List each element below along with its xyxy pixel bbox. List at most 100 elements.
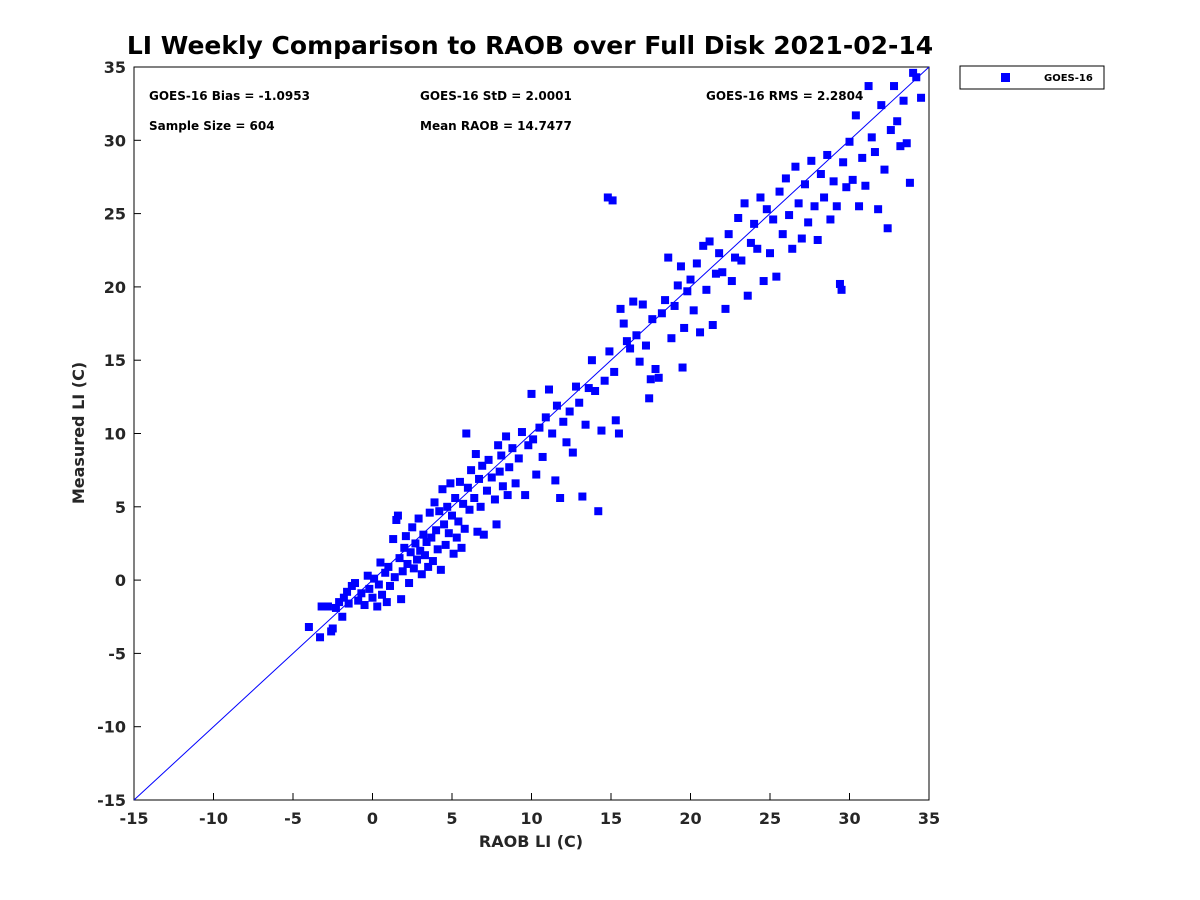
data-point — [316, 633, 325, 642]
data-point — [503, 491, 512, 500]
data-point — [794, 199, 803, 208]
data-point — [772, 272, 781, 281]
data-point — [832, 202, 841, 211]
data-point — [661, 296, 670, 305]
data-point — [476, 502, 485, 511]
data-point — [890, 82, 899, 91]
data-point — [368, 593, 377, 602]
data-point — [343, 587, 352, 596]
data-point — [351, 579, 360, 588]
data-point — [756, 193, 765, 202]
data-point — [886, 126, 895, 135]
x-tick-label: 20 — [679, 809, 701, 828]
data-point — [435, 507, 444, 516]
data-point — [816, 170, 825, 179]
data-point — [444, 529, 453, 538]
data-point — [616, 304, 625, 313]
data-point — [737, 256, 746, 265]
data-point — [544, 385, 553, 394]
data-point — [392, 515, 401, 524]
data-point — [505, 463, 514, 472]
x-tick-label: 0 — [367, 809, 378, 828]
data-point — [365, 584, 374, 593]
data-point — [419, 530, 428, 539]
data-point — [551, 476, 560, 485]
data-point — [454, 517, 463, 526]
data-point — [424, 562, 433, 571]
data-point — [670, 301, 679, 310]
data-point — [400, 543, 409, 552]
x-axis-label: RAOB LI (C) — [479, 832, 583, 851]
data-point — [797, 234, 806, 243]
data-point — [791, 162, 800, 171]
data-point — [899, 96, 908, 105]
data-point — [524, 441, 533, 450]
data-point — [508, 444, 517, 453]
data-point — [487, 473, 496, 482]
data-point — [443, 502, 452, 511]
data-point — [376, 558, 385, 567]
data-point — [568, 448, 577, 457]
data-point — [452, 533, 461, 542]
data-point — [495, 467, 504, 476]
data-point — [683, 287, 692, 296]
y-tick-label: 10 — [104, 425, 126, 444]
data-point — [605, 347, 614, 356]
data-point — [409, 564, 418, 573]
data-point — [470, 494, 479, 503]
data-point — [440, 520, 449, 529]
data-point — [401, 532, 410, 541]
data-point — [676, 262, 685, 271]
y-tick-label: 20 — [104, 278, 126, 297]
data-point — [667, 334, 676, 343]
y-tick-label: -15 — [97, 791, 126, 810]
data-point — [541, 413, 550, 422]
data-point — [413, 555, 422, 564]
data-point — [502, 432, 511, 441]
data-point — [552, 401, 561, 410]
data-point — [837, 285, 846, 294]
data-point — [416, 546, 425, 555]
x-tick-label: -5 — [284, 809, 302, 828]
data-point — [482, 486, 491, 495]
data-point — [896, 142, 905, 151]
data-point — [370, 574, 379, 583]
data-point — [626, 344, 635, 353]
y-tick-label: 30 — [104, 131, 126, 150]
data-point — [762, 205, 771, 214]
data-point — [877, 101, 886, 110]
data-point — [475, 474, 484, 483]
data-point — [517, 428, 526, 437]
data-point — [441, 540, 450, 549]
x-tick-label: 15 — [600, 809, 622, 828]
data-point — [734, 213, 743, 222]
data-point — [858, 153, 867, 162]
data-point — [638, 300, 647, 309]
data-point — [328, 624, 337, 633]
data-point — [823, 150, 832, 159]
data-point — [457, 543, 466, 552]
data-point — [535, 423, 544, 432]
data-point — [611, 416, 620, 425]
data-point — [864, 82, 873, 91]
data-point — [753, 244, 762, 253]
data-point — [478, 461, 487, 470]
data-point — [902, 139, 911, 148]
data-point — [514, 454, 523, 463]
data-point — [390, 573, 399, 582]
data-point — [455, 477, 464, 486]
x-tick-label: 30 — [838, 809, 860, 828]
data-point — [578, 492, 587, 501]
data-point — [635, 357, 644, 366]
data-point — [389, 535, 398, 544]
data-point — [414, 514, 423, 523]
data-point — [600, 376, 609, 385]
data-point — [708, 321, 717, 330]
data-point — [565, 407, 574, 416]
data-point — [433, 545, 442, 554]
data-point — [532, 470, 541, 479]
data-point — [331, 603, 340, 612]
data-point — [378, 590, 387, 599]
data-point — [511, 479, 520, 488]
data-point — [678, 363, 687, 372]
